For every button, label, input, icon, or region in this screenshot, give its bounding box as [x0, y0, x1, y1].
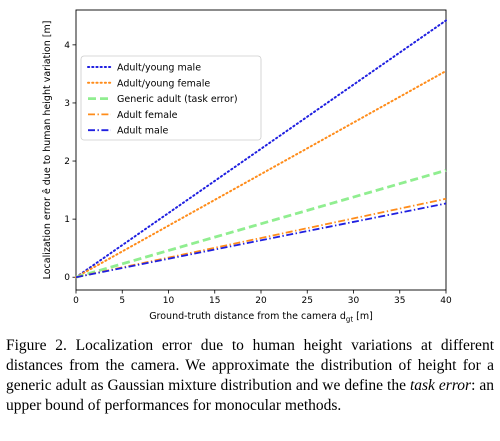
y-tick-label: 4 — [64, 41, 70, 51]
x-tick-label: 5 — [119, 296, 125, 306]
series-line-3 — [75, 168, 447, 279]
legend-entry-label: Adult/young male — [117, 63, 201, 74]
plot-frame — [75, 9, 447, 291]
caption-text-end: : an upper bound of performances for mon… — [6, 377, 494, 414]
legend-entry-label: Adult male — [117, 126, 168, 137]
legend-entry-label: Generic adult (task error) — [117, 94, 238, 105]
legend-box — [80, 55, 262, 141]
y-tick-label: 3 — [64, 99, 70, 109]
x-tick-label: 35 — [394, 296, 405, 306]
legend-entry-label: Adult female — [117, 110, 178, 121]
y-axis-label: Localization error ê due to human height… — [42, 21, 53, 280]
series-line-2 — [75, 70, 447, 279]
caption-emphasis: task error — [409, 377, 472, 394]
series-lines — [75, 19, 447, 279]
x-axis-label-subscript: gt — [346, 316, 353, 324]
x-tick-label: 20 — [255, 296, 267, 306]
series-line-4 — [75, 197, 447, 279]
caption-text: Figure 2. Localization error due to huma… — [6, 337, 494, 394]
x-tick-label: 25 — [302, 296, 313, 306]
figure-caption: Figure 2. Localization error due to huma… — [6, 336, 494, 416]
x-axis-ticks: 0 5 10 15 20 25 30 35 40 — [73, 290, 452, 306]
x-tick-label: 30 — [348, 296, 360, 306]
legend: Adult/young male Adult/young female Generi… — [80, 55, 262, 141]
x-axis-label-unit: [m] — [353, 311, 373, 322]
x-tick-label: 0 — [73, 296, 79, 306]
y-tick-label: 0 — [64, 273, 70, 283]
x-tick-label: 15 — [209, 296, 220, 306]
x-tick-label: 40 — [440, 296, 452, 306]
x-tick-label: 10 — [163, 296, 175, 306]
y-axis-ticks: 0 1 2 3 4 — [64, 41, 76, 283]
y-tick-label: 1 — [64, 215, 70, 225]
chart: 0 5 10 15 20 25 30 35 40 0 1 2 3 4 Ground-truth dist… — [42, 9, 452, 324]
series-line-1 — [75, 19, 447, 279]
series-line-5 — [75, 202, 447, 279]
x-axis-label: Ground-truth distance from the camera dg… — [149, 311, 373, 324]
legend-entry-label: Adult/young female — [117, 78, 210, 89]
y-tick-label: 2 — [64, 157, 70, 167]
